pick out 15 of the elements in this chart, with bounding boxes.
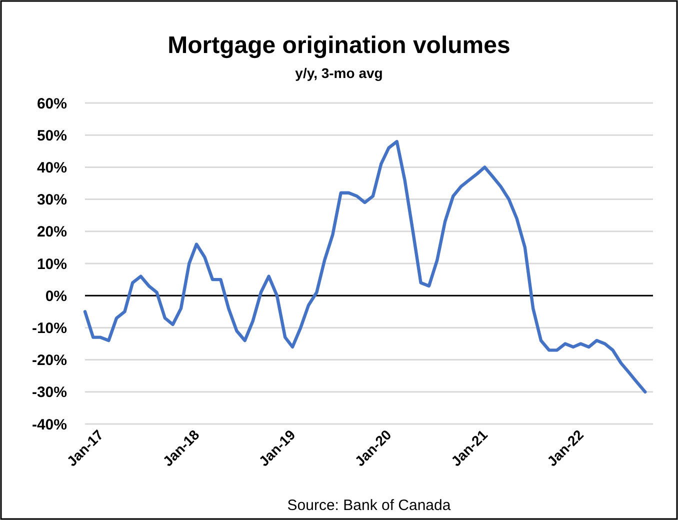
chart-subtitle: y/y, 3-mo avg bbox=[295, 65, 383, 81]
y-tick-label: 50% bbox=[36, 127, 67, 144]
y-tick-label: -10% bbox=[32, 320, 67, 337]
line-series bbox=[83, 140, 647, 394]
y-tick-label: -20% bbox=[32, 352, 67, 370]
y-tick-label: -40% bbox=[32, 416, 67, 434]
y-tick-label: 20% bbox=[36, 224, 67, 241]
y-tick-label: 40% bbox=[36, 159, 67, 176]
y-tick-label: 10% bbox=[36, 256, 67, 273]
y-tick-label: 60% bbox=[36, 95, 67, 112]
chart-title: Mortgage origination volumes bbox=[168, 32, 510, 59]
y-tick-label: -30% bbox=[32, 384, 67, 402]
source-note: Source: Bank of Canada bbox=[287, 497, 452, 514]
y-tick-label: 30% bbox=[36, 192, 67, 209]
y-tick-label: 0% bbox=[45, 288, 67, 305]
